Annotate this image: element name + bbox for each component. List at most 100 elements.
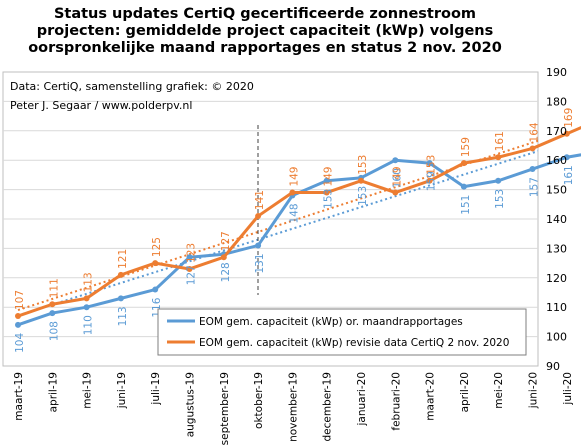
data-label: 113 <box>83 272 95 292</box>
x-tick-label: april-19 <box>47 372 59 412</box>
data-label: 104 <box>14 333 26 353</box>
x-tick-label: oktober-19 <box>253 372 265 429</box>
chart-title: Status updates CertiQ gecertificeerde zo… <box>0 6 530 57</box>
data-point <box>255 213 262 220</box>
trendline <box>17 150 538 317</box>
x-tick-label: februari-20 <box>390 372 402 431</box>
x-axis-ticks: maart-19 april-19 mei-19 juni-19 juli-19 augu… <box>13 372 574 445</box>
data-label: 128 <box>220 262 232 282</box>
data-label: 127 <box>220 231 232 251</box>
data-point <box>49 301 56 308</box>
data-point <box>152 286 159 293</box>
data-label: 148 <box>288 203 300 223</box>
x-tick-label: juni-19 <box>116 372 128 409</box>
series-lines <box>15 126 581 328</box>
legend: EOM gem. capaciteit (kWp) or. maandrappo… <box>157 308 527 356</box>
data-label: 159 <box>426 171 438 191</box>
y-tick-label: 140 <box>546 213 567 226</box>
legend-label-orange: EOM gem. capaciteit (kWp) revisie data C… <box>199 337 509 349</box>
x-tick-label: maart-19 <box>13 372 25 421</box>
data-label: 157 <box>529 177 541 197</box>
x-tick-label: december-19 <box>322 372 334 442</box>
trendlines <box>17 139 538 317</box>
data-point <box>49 310 56 317</box>
y-axis-ticks: 90 100 110 120 130 140 150 160 170 180 190 <box>546 66 567 373</box>
source-line-1: Data: CertiQ, samenstelling grafiek: © 2… <box>10 80 254 93</box>
x-tick-label: juli-19 <box>150 372 162 406</box>
data-point <box>15 321 21 328</box>
data-point <box>460 183 467 190</box>
x-tick-label: juni-20 <box>528 372 540 409</box>
data-label: 153 <box>357 186 369 206</box>
data-label: 110 <box>83 315 95 335</box>
data-label: 108 <box>48 321 60 341</box>
data-point <box>529 145 536 152</box>
x-tick-label: september-19 <box>219 372 231 445</box>
data-point <box>152 260 159 267</box>
data-point <box>563 154 570 161</box>
data-label: 111 <box>48 278 60 298</box>
y-tick-label: 150 <box>546 184 567 197</box>
y-tick-label: 120 <box>546 272 567 285</box>
data-point <box>289 189 296 196</box>
data-label: 127 <box>186 265 198 285</box>
y-tick-label: 110 <box>546 301 567 314</box>
data-point <box>186 254 193 261</box>
data-label: 153 <box>357 155 369 175</box>
series-line <box>17 126 581 318</box>
data-point <box>392 157 399 164</box>
data-label: 107 <box>14 290 26 310</box>
data-label: 161 <box>494 131 506 151</box>
data-point <box>392 189 399 196</box>
y-tick-label: 130 <box>546 242 567 255</box>
x-tick-label: augustus-19 <box>185 372 197 437</box>
data-label: 160 <box>391 168 403 188</box>
y-tick-label: 160 <box>546 154 567 167</box>
data-point <box>495 177 502 184</box>
data-label: 123 <box>186 243 198 263</box>
data-label: 149 <box>391 166 403 186</box>
data-point <box>358 177 364 184</box>
data-label: 161 <box>563 165 575 185</box>
title-line-2: projecten: gemiddelde project capaciteit… <box>36 23 494 39</box>
data-point <box>563 130 570 137</box>
x-tick-label: mei-20 <box>493 372 505 409</box>
y-tick-label: 180 <box>546 95 567 108</box>
y-tick-label: 190 <box>546 66 567 79</box>
legend-box <box>157 308 527 356</box>
data-point <box>15 313 21 320</box>
data-point <box>426 160 433 167</box>
title-line-3: oorspronkelijke maand rapportages en sta… <box>28 40 502 56</box>
data-label: 141 <box>254 190 266 210</box>
data-label: 151 <box>460 195 472 215</box>
x-tick-label: maart-20 <box>425 372 437 421</box>
data-label: 153 <box>426 155 438 175</box>
data-label: 153 <box>494 189 506 209</box>
data-point <box>186 265 193 272</box>
legend-label-blue: EOM gem. capaciteit (kWp) or. maandrappo… <box>199 316 463 328</box>
y-tick-label: 100 <box>546 331 567 344</box>
data-point <box>83 295 90 302</box>
source-line-2: Peter J. Segaar / www.polderpv.nl <box>10 99 192 112</box>
data-label: 159 <box>460 137 472 157</box>
data-point <box>460 160 467 167</box>
data-label: 113 <box>117 306 129 326</box>
y-tick-label: 90 <box>546 360 560 373</box>
data-label: 169 <box>563 108 575 128</box>
data-point <box>323 177 330 184</box>
data-point <box>529 166 536 173</box>
data-label: 131 <box>254 253 266 273</box>
data-label: 121 <box>117 249 129 269</box>
data-label: 125 <box>151 237 163 257</box>
data-point <box>255 242 262 249</box>
data-point <box>220 254 227 261</box>
data-point <box>83 304 90 311</box>
data-point <box>426 177 433 184</box>
x-tick-label: juli-20 <box>562 372 574 406</box>
y-tick-label: 170 <box>546 125 567 138</box>
data-point <box>117 295 124 302</box>
data-point <box>495 154 502 161</box>
x-tick-label: januari-20 <box>356 372 368 426</box>
data-label: 149 <box>288 166 300 186</box>
